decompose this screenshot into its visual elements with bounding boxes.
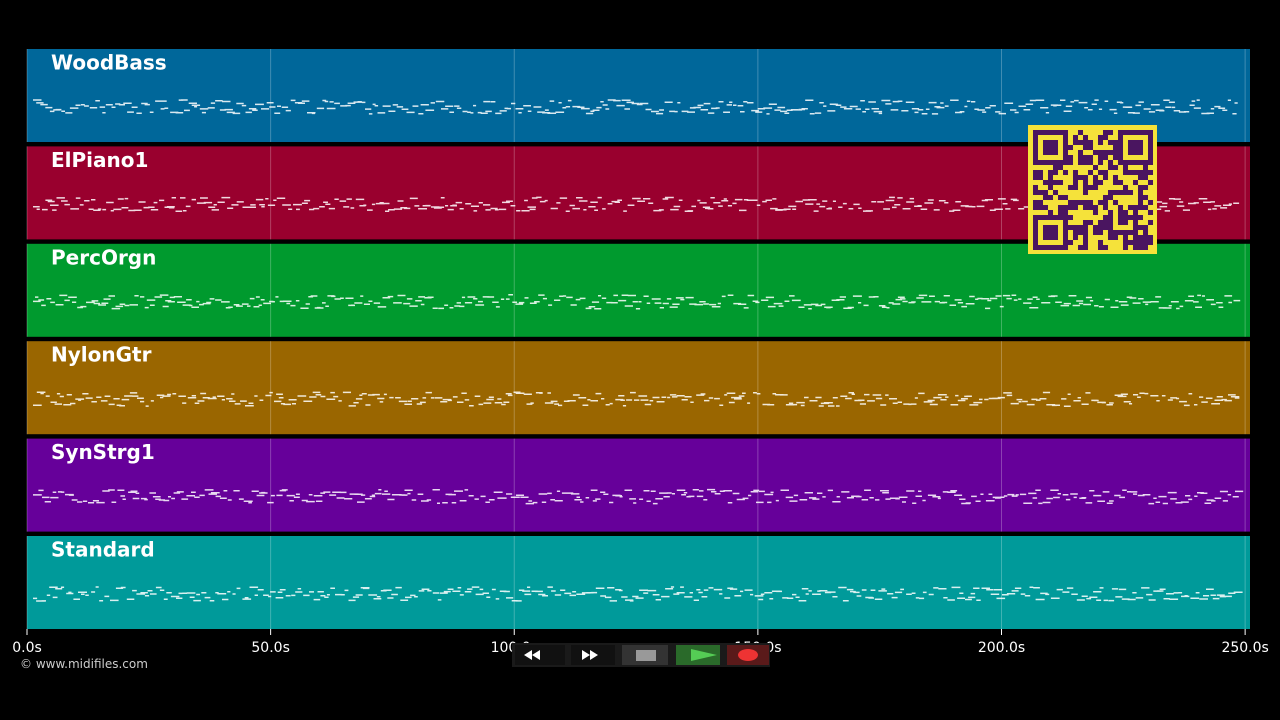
record-button[interactable] — [727, 645, 769, 665]
tick-label: 0.0s — [12, 640, 42, 656]
note-texture — [33, 99, 1238, 115]
note-texture — [33, 294, 1241, 310]
track-name: SynStrg1 — [51, 440, 155, 464]
track-name: NylonGtr — [51, 343, 152, 367]
tick-label: 200.0s — [978, 640, 1025, 656]
track-name: PercOrgn — [51, 245, 156, 269]
track-lane — [27, 438, 1250, 532]
track-name: Standard — [51, 538, 155, 562]
track-lane — [27, 536, 1250, 629]
note-texture — [33, 391, 1240, 407]
track-name: ElPiano1 — [51, 148, 148, 172]
rewind-button[interactable] — [515, 645, 565, 665]
transport-controls — [512, 643, 770, 667]
play-button[interactable] — [676, 645, 720, 665]
forward-button[interactable] — [571, 645, 615, 665]
qr-code — [1028, 125, 1157, 254]
copyright: © www.midifiles.com — [20, 657, 148, 671]
track-lane — [27, 341, 1250, 435]
tick-label: 50.0s — [251, 640, 289, 656]
track-lane — [27, 243, 1250, 337]
track-name: WoodBass — [51, 51, 167, 75]
note-texture — [33, 488, 1244, 505]
note-texture — [33, 586, 1243, 602]
qr-pattern — [1033, 130, 1153, 250]
stop-button[interactable] — [622, 645, 668, 665]
tick-label: 250.0s — [1221, 640, 1268, 656]
tracks: WoodBass ElPiano1 PercOrgn NylonGtr SynStrg1… — [26, 49, 1250, 629]
